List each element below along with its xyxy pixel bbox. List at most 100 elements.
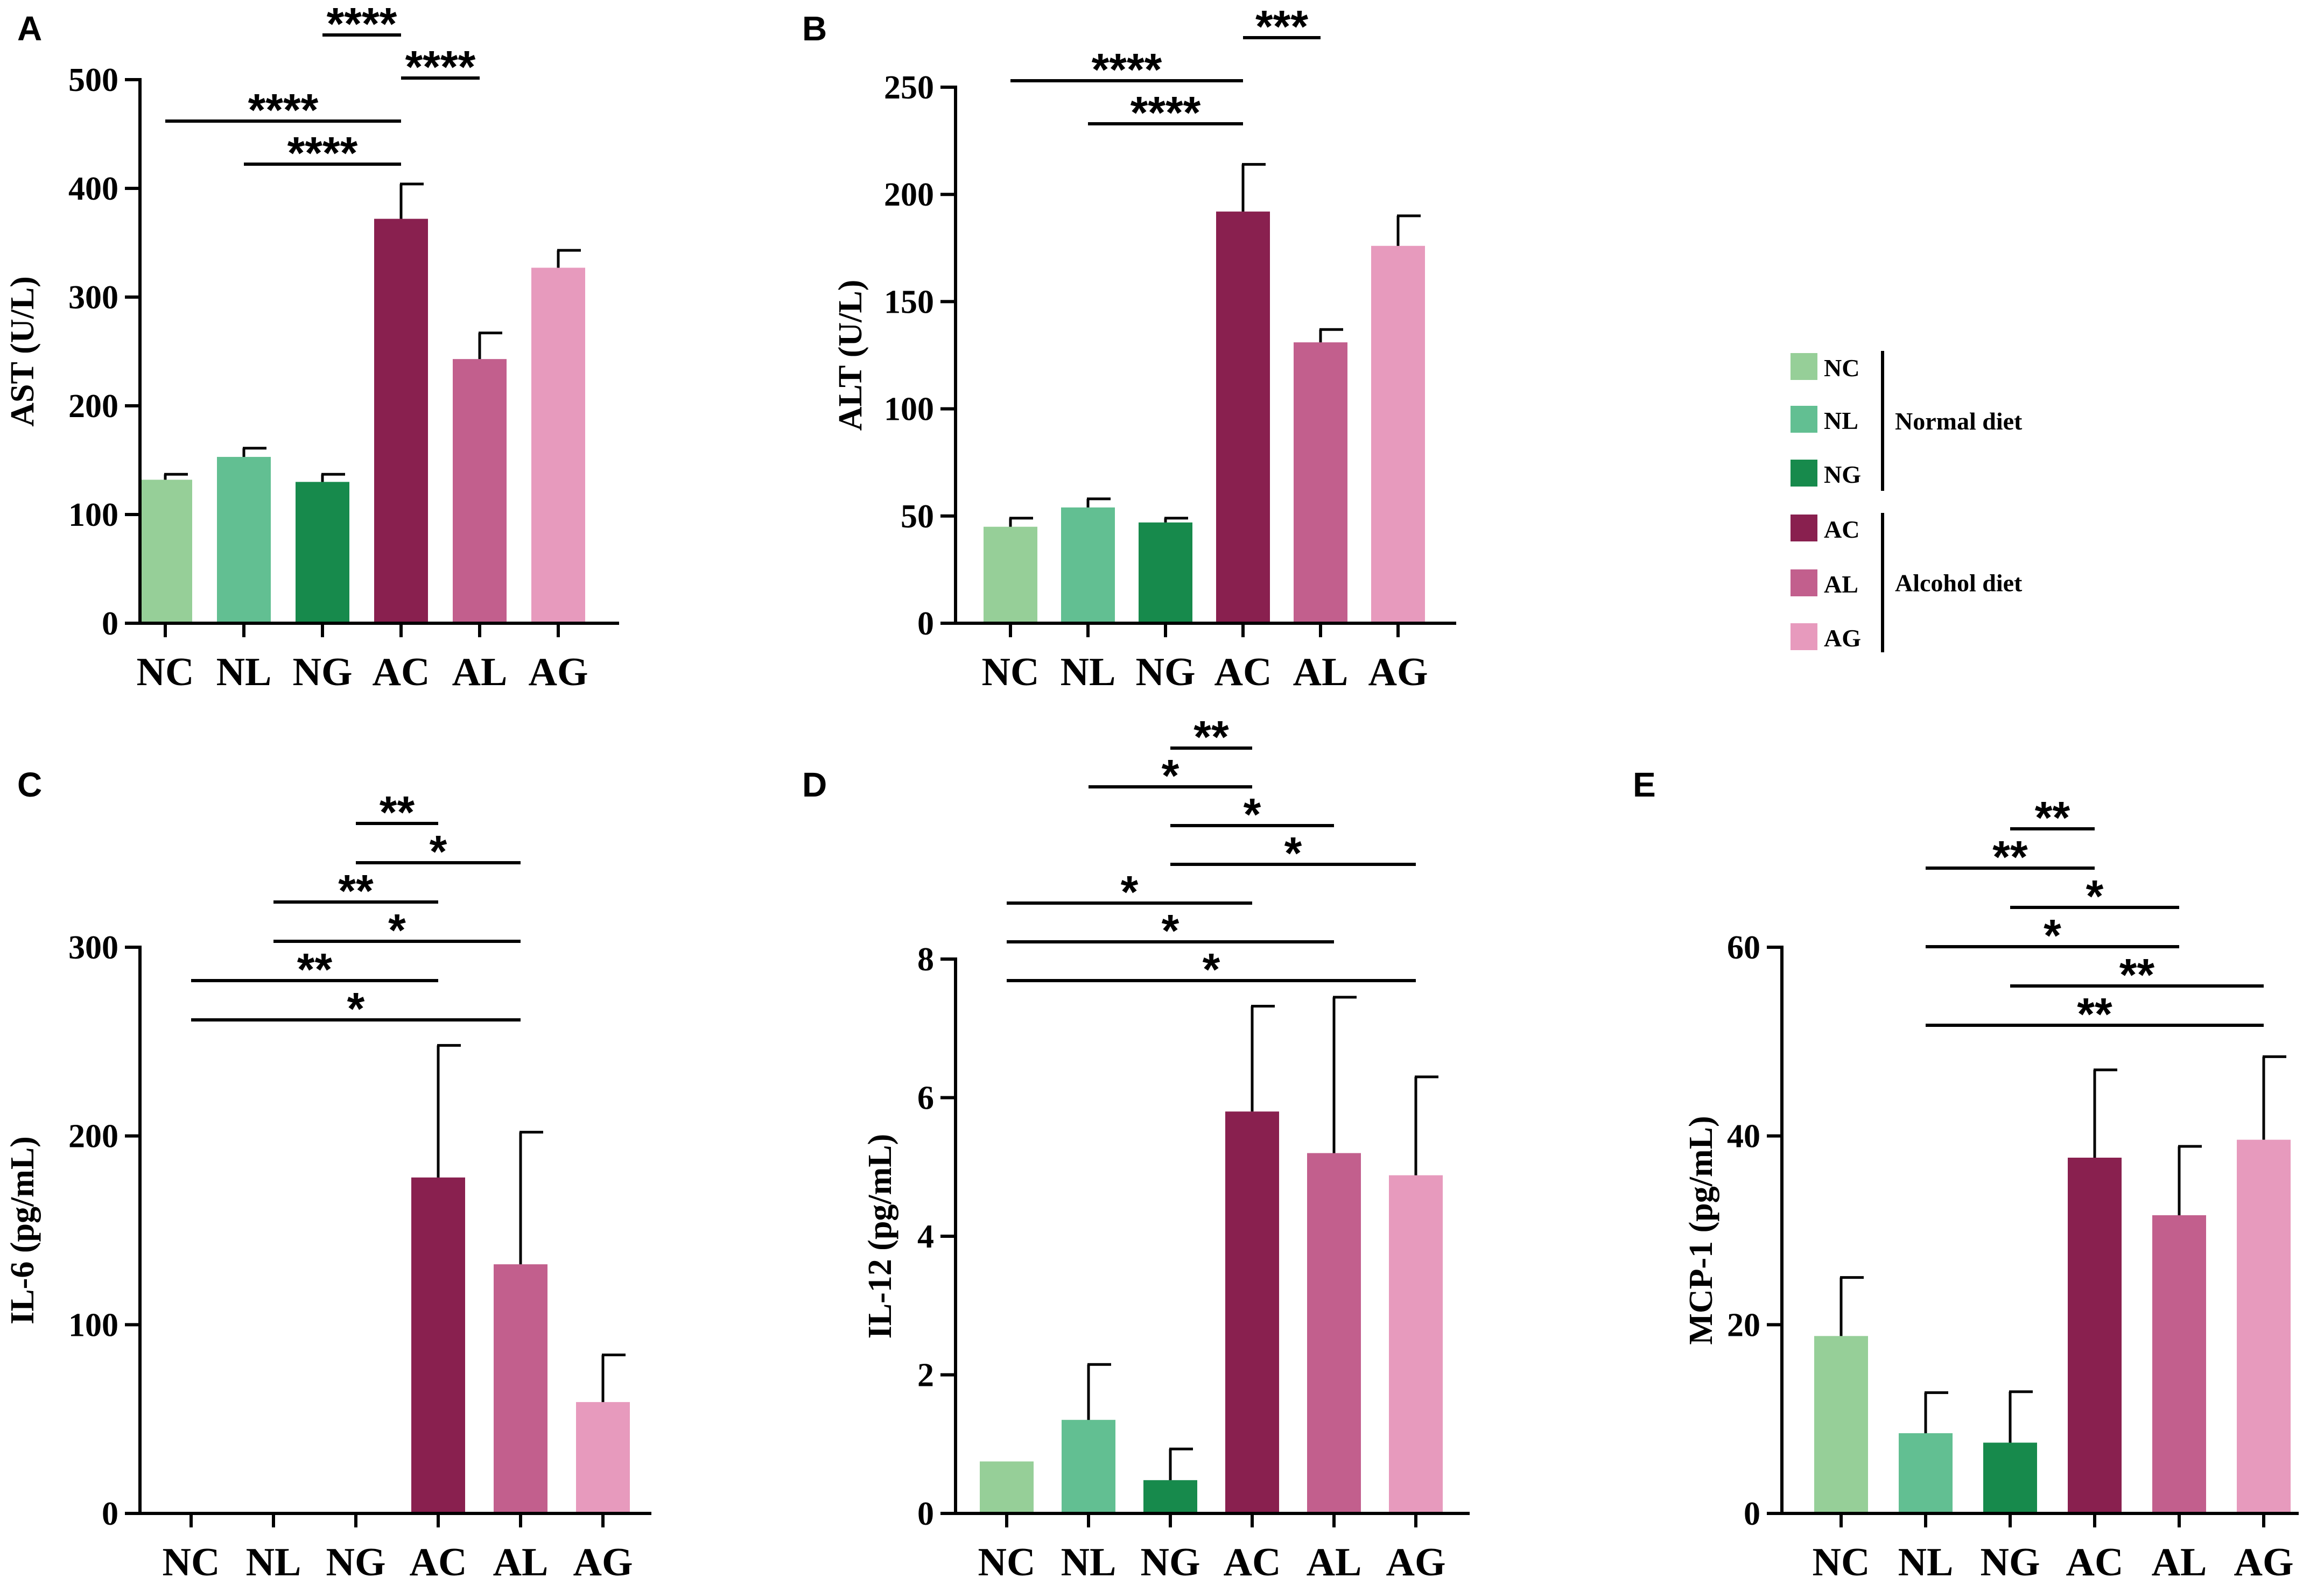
bar-ac (1225, 1111, 1279, 1513)
y-tick-label: 100 (884, 391, 934, 428)
significance-label: * (2044, 910, 2061, 961)
bar-ag (531, 267, 585, 624)
bar-ac (374, 219, 428, 623)
y-tick-label: 200 (68, 388, 118, 425)
x-tick-label: AL (2152, 1540, 2207, 1578)
y-tick-label: 0 (917, 1496, 934, 1532)
bar-ag (576, 1402, 630, 1513)
significance-label: ** (1992, 832, 2028, 882)
x-tick-label: NG (326, 1540, 386, 1578)
bar-nc (1814, 1336, 1868, 1513)
bar-ag (1389, 1175, 1443, 1513)
x-tick-label: AC (1224, 1540, 1281, 1578)
x-tick-label: AG (1368, 650, 1428, 694)
panel-letter: E (1633, 765, 1656, 804)
bar-al (453, 359, 507, 623)
x-tick-label: AC (1214, 650, 1272, 694)
legend-label: NC (1824, 354, 1859, 382)
bar-ng (1983, 1442, 2037, 1513)
x-tick-label: NC (137, 650, 194, 694)
x-tick-label: NG (1141, 1540, 1200, 1578)
bar-nl (1899, 1433, 1953, 1513)
y-axis-title: MCP-1 (pg/mL) (1683, 1116, 1719, 1344)
legend-swatch-al (1791, 569, 1817, 596)
bar-ng (1143, 1480, 1197, 1513)
significance-label: * (347, 983, 365, 1034)
y-tick-label: 6 (917, 1080, 934, 1117)
significance-label: * (1162, 750, 1179, 801)
bar-nl (1061, 507, 1115, 623)
bar-nc (980, 1461, 1034, 1513)
y-tick-label: 0 (1744, 1496, 1760, 1532)
significance-label: * (388, 905, 406, 955)
significance-label: **** (287, 128, 358, 178)
legend-swatch-ac (1791, 515, 1817, 541)
x-tick-label: AC (373, 650, 430, 694)
y-tick-label: 50 (901, 498, 934, 535)
panel-letter: A (17, 9, 42, 48)
x-tick-label: AG (573, 1540, 633, 1578)
x-tick-label: AL (452, 650, 508, 694)
legend-swatch-nc (1791, 353, 1817, 380)
bar-nc (984, 526, 1037, 623)
legend-group-label: Normal diet (1895, 407, 2023, 435)
significance-label: * (1162, 905, 1179, 956)
significance-label: *** (1255, 1, 1308, 52)
y-tick-label: 200 (68, 1118, 118, 1155)
y-tick-label: 250 (884, 69, 934, 106)
significance-label: **** (1169, 0, 1240, 9)
legend-group-label: Alcohol diet (1895, 569, 2023, 597)
bar-ac (411, 1177, 465, 1513)
panel-letter: C (17, 765, 42, 804)
y-tick-label: 4 (917, 1218, 934, 1255)
x-tick-label: NC (163, 1540, 220, 1578)
legend-swatch-ng (1791, 460, 1817, 487)
x-tick-label: NG (293, 650, 353, 694)
y-axis-title: IL-6 (pg/mL) (4, 1136, 41, 1325)
significance-label: **** (405, 41, 476, 92)
significance-label: * (1203, 944, 1220, 995)
significance-label: * (1244, 789, 1261, 840)
bar-ag (2237, 1139, 2291, 1513)
y-tick-label: 0 (102, 1496, 118, 1532)
bar-nc (138, 480, 192, 623)
significance-label: **** (1092, 44, 1162, 95)
significance-label: * (2086, 871, 2104, 921)
legend-swatch-nl (1791, 406, 1817, 433)
significance-label: ** (2119, 949, 2155, 1000)
x-tick-label: NG (1981, 1540, 2040, 1578)
significance-label: * (430, 826, 447, 877)
bar-ac (1216, 212, 1270, 623)
legend-label: AL (1824, 570, 1858, 598)
significance-label: **** (1131, 87, 1201, 138)
x-tick-label: NG (1136, 650, 1196, 694)
x-tick-label: NC (1813, 1540, 1870, 1578)
significance-label: ** (2035, 792, 2070, 843)
y-tick-label: 150 (884, 284, 934, 320)
bar-al (1307, 1153, 1361, 1513)
x-tick-label: AG (529, 650, 588, 694)
y-tick-label: 200 (884, 177, 934, 213)
significance-label: **** (327, 0, 397, 49)
x-tick-label: NL (216, 650, 272, 694)
y-tick-label: 400 (68, 171, 118, 207)
y-tick-label: 0 (102, 605, 118, 642)
y-tick-label: 0 (917, 605, 934, 642)
y-tick-label: 40 (1727, 1118, 1760, 1155)
legend: NC NL NG AC AL AG Normal diet Alcohol diet (1791, 351, 2023, 652)
y-tick-label: 8 (917, 941, 934, 978)
bar-ac (2068, 1157, 2122, 1513)
x-tick-label: AC (410, 1540, 467, 1578)
significance-label: ** (338, 865, 374, 916)
legend-label: AC (1824, 516, 1859, 543)
bar-al (1294, 342, 1347, 623)
bar-nl (217, 456, 271, 623)
x-tick-label: AL (1293, 650, 1349, 694)
y-tick-label: 100 (68, 1307, 118, 1343)
significance-label: ** (297, 944, 333, 995)
significance-label: **** (248, 84, 319, 135)
x-tick-label: NL (1061, 1540, 1117, 1578)
y-tick-label: 500 (68, 62, 118, 98)
y-axis-title: IL-12 (pg/mL) (862, 1134, 898, 1339)
